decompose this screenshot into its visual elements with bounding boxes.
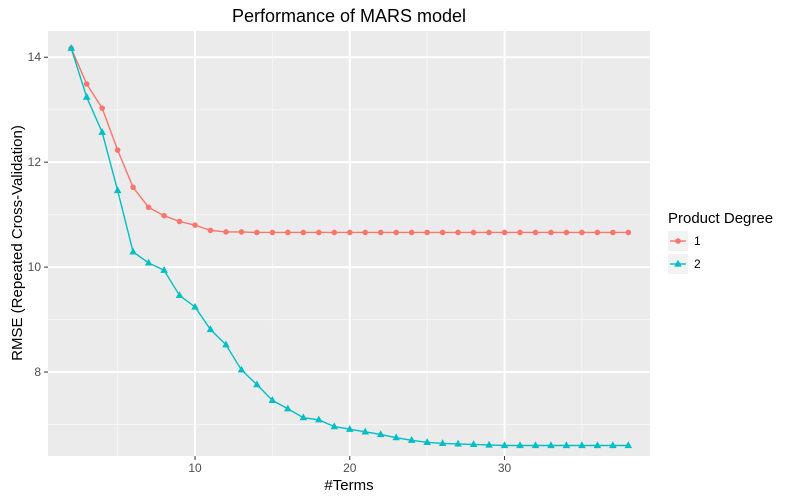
data-point (345, 425, 354, 432)
data-point (547, 441, 555, 449)
data-point (144, 258, 153, 266)
data-point (517, 229, 523, 236)
data-point (316, 229, 322, 236)
data-point (176, 218, 183, 225)
series-layer (67, 44, 633, 449)
data-point (485, 440, 493, 448)
data-point (377, 229, 384, 236)
data-point (624, 441, 633, 449)
data-point (361, 427, 370, 435)
data-point (408, 229, 415, 236)
data-point (113, 186, 122, 194)
data-point (145, 204, 152, 211)
data-point (376, 430, 385, 438)
data-point (532, 229, 539, 236)
data-point (285, 229, 291, 236)
y-axis-title: RMSE (Repeated Cross-Validation) (9, 125, 26, 361)
data-point (594, 229, 601, 236)
legend-label: 2 (694, 257, 701, 271)
data-point (439, 229, 446, 236)
data-point (625, 229, 632, 236)
data-point (299, 413, 308, 421)
series-2 (67, 44, 633, 449)
series-1 (68, 45, 632, 236)
legend-item-2: 2 (668, 254, 701, 274)
data-point (191, 302, 199, 310)
data-point (222, 340, 230, 348)
data-point (99, 105, 105, 111)
chart-title: Performance of MARS model (232, 6, 466, 26)
data-point (548, 229, 554, 236)
data-point (237, 365, 246, 373)
data-point (330, 422, 339, 430)
data-point (423, 438, 431, 445)
data-point (192, 222, 198, 228)
data-point (284, 404, 292, 412)
major-gridlines (48, 31, 650, 456)
data-point (83, 81, 90, 87)
x-axis-title: #Terms (324, 477, 373, 494)
data-point (469, 440, 478, 448)
data-point (82, 92, 91, 100)
data-point (470, 229, 477, 236)
x-tick-label: 20 (343, 461, 357, 475)
data-point (362, 229, 369, 236)
data-point (161, 212, 167, 219)
y-tick-label: 12 (28, 155, 42, 169)
data-point (424, 229, 430, 236)
data-point (454, 439, 462, 447)
data-point (331, 229, 338, 236)
legend-key-marker (674, 259, 682, 267)
data-point (438, 439, 447, 447)
data-point (578, 441, 586, 449)
data-point (253, 380, 261, 388)
axis-ticks: 10 20 30 8 10 12 14 (28, 50, 512, 475)
data-point (486, 229, 492, 236)
x-tick-label: 10 (188, 461, 202, 475)
data-point (407, 436, 416, 443)
data-point (206, 325, 215, 333)
data-point (175, 291, 184, 299)
legend-item-1: 1 (668, 231, 701, 251)
data-point (315, 415, 323, 423)
data-point (346, 229, 353, 236)
y-tick-label: 14 (28, 50, 42, 64)
data-point (130, 184, 136, 191)
data-point (129, 247, 137, 255)
data-point (610, 229, 616, 236)
data-point (455, 229, 461, 236)
data-point (207, 227, 214, 234)
data-point (238, 229, 245, 235)
legend: Product Degree 1 2 (668, 210, 773, 274)
data-point (160, 266, 168, 273)
data-point (98, 128, 106, 135)
legend-label: 1 (694, 234, 701, 248)
data-point (114, 147, 121, 153)
data-point (269, 229, 276, 236)
data-point (268, 396, 277, 403)
y-tick-label: 10 (28, 260, 42, 274)
data-point (579, 229, 585, 236)
data-point (392, 433, 400, 441)
data-point (223, 229, 229, 235)
data-point (609, 441, 617, 449)
data-point (393, 229, 400, 236)
data-point (67, 44, 75, 51)
data-point (562, 441, 571, 449)
x-tick-label: 30 (498, 461, 512, 475)
data-point (500, 441, 509, 449)
data-point (501, 229, 508, 236)
data-point (563, 229, 570, 236)
data-point (254, 229, 260, 236)
y-tick-label: 8 (34, 365, 41, 379)
legend-title: Product Degree (668, 210, 773, 227)
data-point (593, 441, 602, 449)
data-point (531, 441, 540, 449)
data-point (300, 229, 307, 236)
legend-key-marker (675, 238, 681, 244)
data-point (516, 441, 524, 449)
